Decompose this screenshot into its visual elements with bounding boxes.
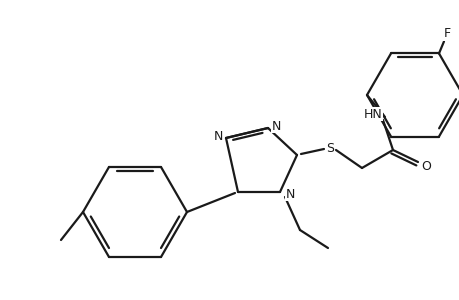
Text: S: S xyxy=(325,142,333,154)
Text: N: N xyxy=(213,130,222,142)
Text: HN: HN xyxy=(363,107,381,121)
Text: N: N xyxy=(271,119,280,133)
Text: O: O xyxy=(420,160,430,173)
Text: N: N xyxy=(285,188,294,200)
Text: F: F xyxy=(442,27,449,40)
